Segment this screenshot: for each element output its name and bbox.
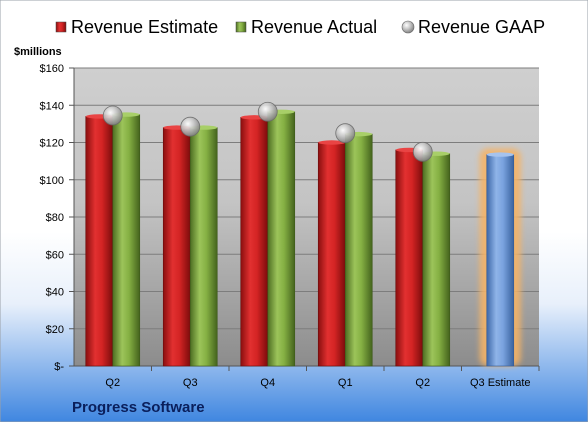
y-tick-label: $100: [40, 175, 64, 187]
marker-revenue-gaap: [335, 123, 356, 144]
x-tick-label: Q1: [338, 377, 353, 389]
legend-label: Revenue GAAP: [418, 17, 545, 37]
x-tick-label: Q3 Estimate: [470, 377, 531, 389]
legend: Revenue Estimate Revenue Actual Revenue GA…: [55, 17, 545, 37]
bar-revenue-forecast: [486, 154, 515, 367]
legend-label: Revenue Estimate: [71, 17, 218, 37]
bar-cap: [486, 152, 514, 157]
y-tick-label: $20: [46, 324, 64, 336]
bar-revenue-estimate: [395, 149, 424, 367]
legend-swatch: [401, 20, 415, 34]
y-tick-label: $-: [54, 361, 64, 373]
bar-revenue-actual: [112, 114, 141, 367]
x-axis-ticks: Q2 Q3 Q4 Q1 Q2 Q3 Estimate: [105, 366, 540, 389]
gaap-markers: [102, 101, 433, 162]
legend-label: Revenue Actual: [251, 17, 377, 37]
x-tick-label: Q2: [105, 377, 120, 389]
y-tick-label: $80: [46, 212, 64, 224]
bar-revenue-estimate: [162, 127, 191, 367]
marker-revenue-gaap: [180, 116, 201, 137]
y-tick-label: $120: [40, 138, 64, 150]
x-tick-label: Q2: [415, 377, 430, 389]
bar-cap: [318, 140, 346, 145]
x-tick-label: Q3: [183, 377, 198, 389]
y-axis-label: $millions: [14, 46, 62, 58]
bar-revenue-estimate: [240, 117, 269, 367]
y-tick-label: $40: [46, 287, 64, 299]
bar-revenue-actual: [344, 133, 373, 367]
marker-revenue-gaap: [412, 141, 433, 162]
y-tick-label: $140: [40, 100, 64, 112]
footer-title: Progress Software: [72, 399, 205, 416]
bar-revenue-actual: [267, 111, 296, 367]
marker-revenue-gaap: [257, 101, 278, 122]
marker-revenue-gaap: [102, 105, 123, 126]
bar-revenue-estimate: [85, 116, 114, 367]
y-tick-label: $60: [46, 249, 64, 261]
bars: [85, 109, 521, 367]
bar-revenue-estimate: [317, 142, 346, 367]
bar-revenue-actual: [189, 127, 218, 367]
x-tick-label: Q4: [260, 377, 275, 389]
legend-swatch: [235, 21, 247, 33]
y-tick-label: $160: [40, 63, 64, 75]
bar-revenue-actual: [422, 153, 451, 367]
y-axis-ticks: $- $20 $40 $60 $80 $100 $120 $140 $160: [40, 63, 65, 373]
legend-swatch: [55, 21, 67, 33]
